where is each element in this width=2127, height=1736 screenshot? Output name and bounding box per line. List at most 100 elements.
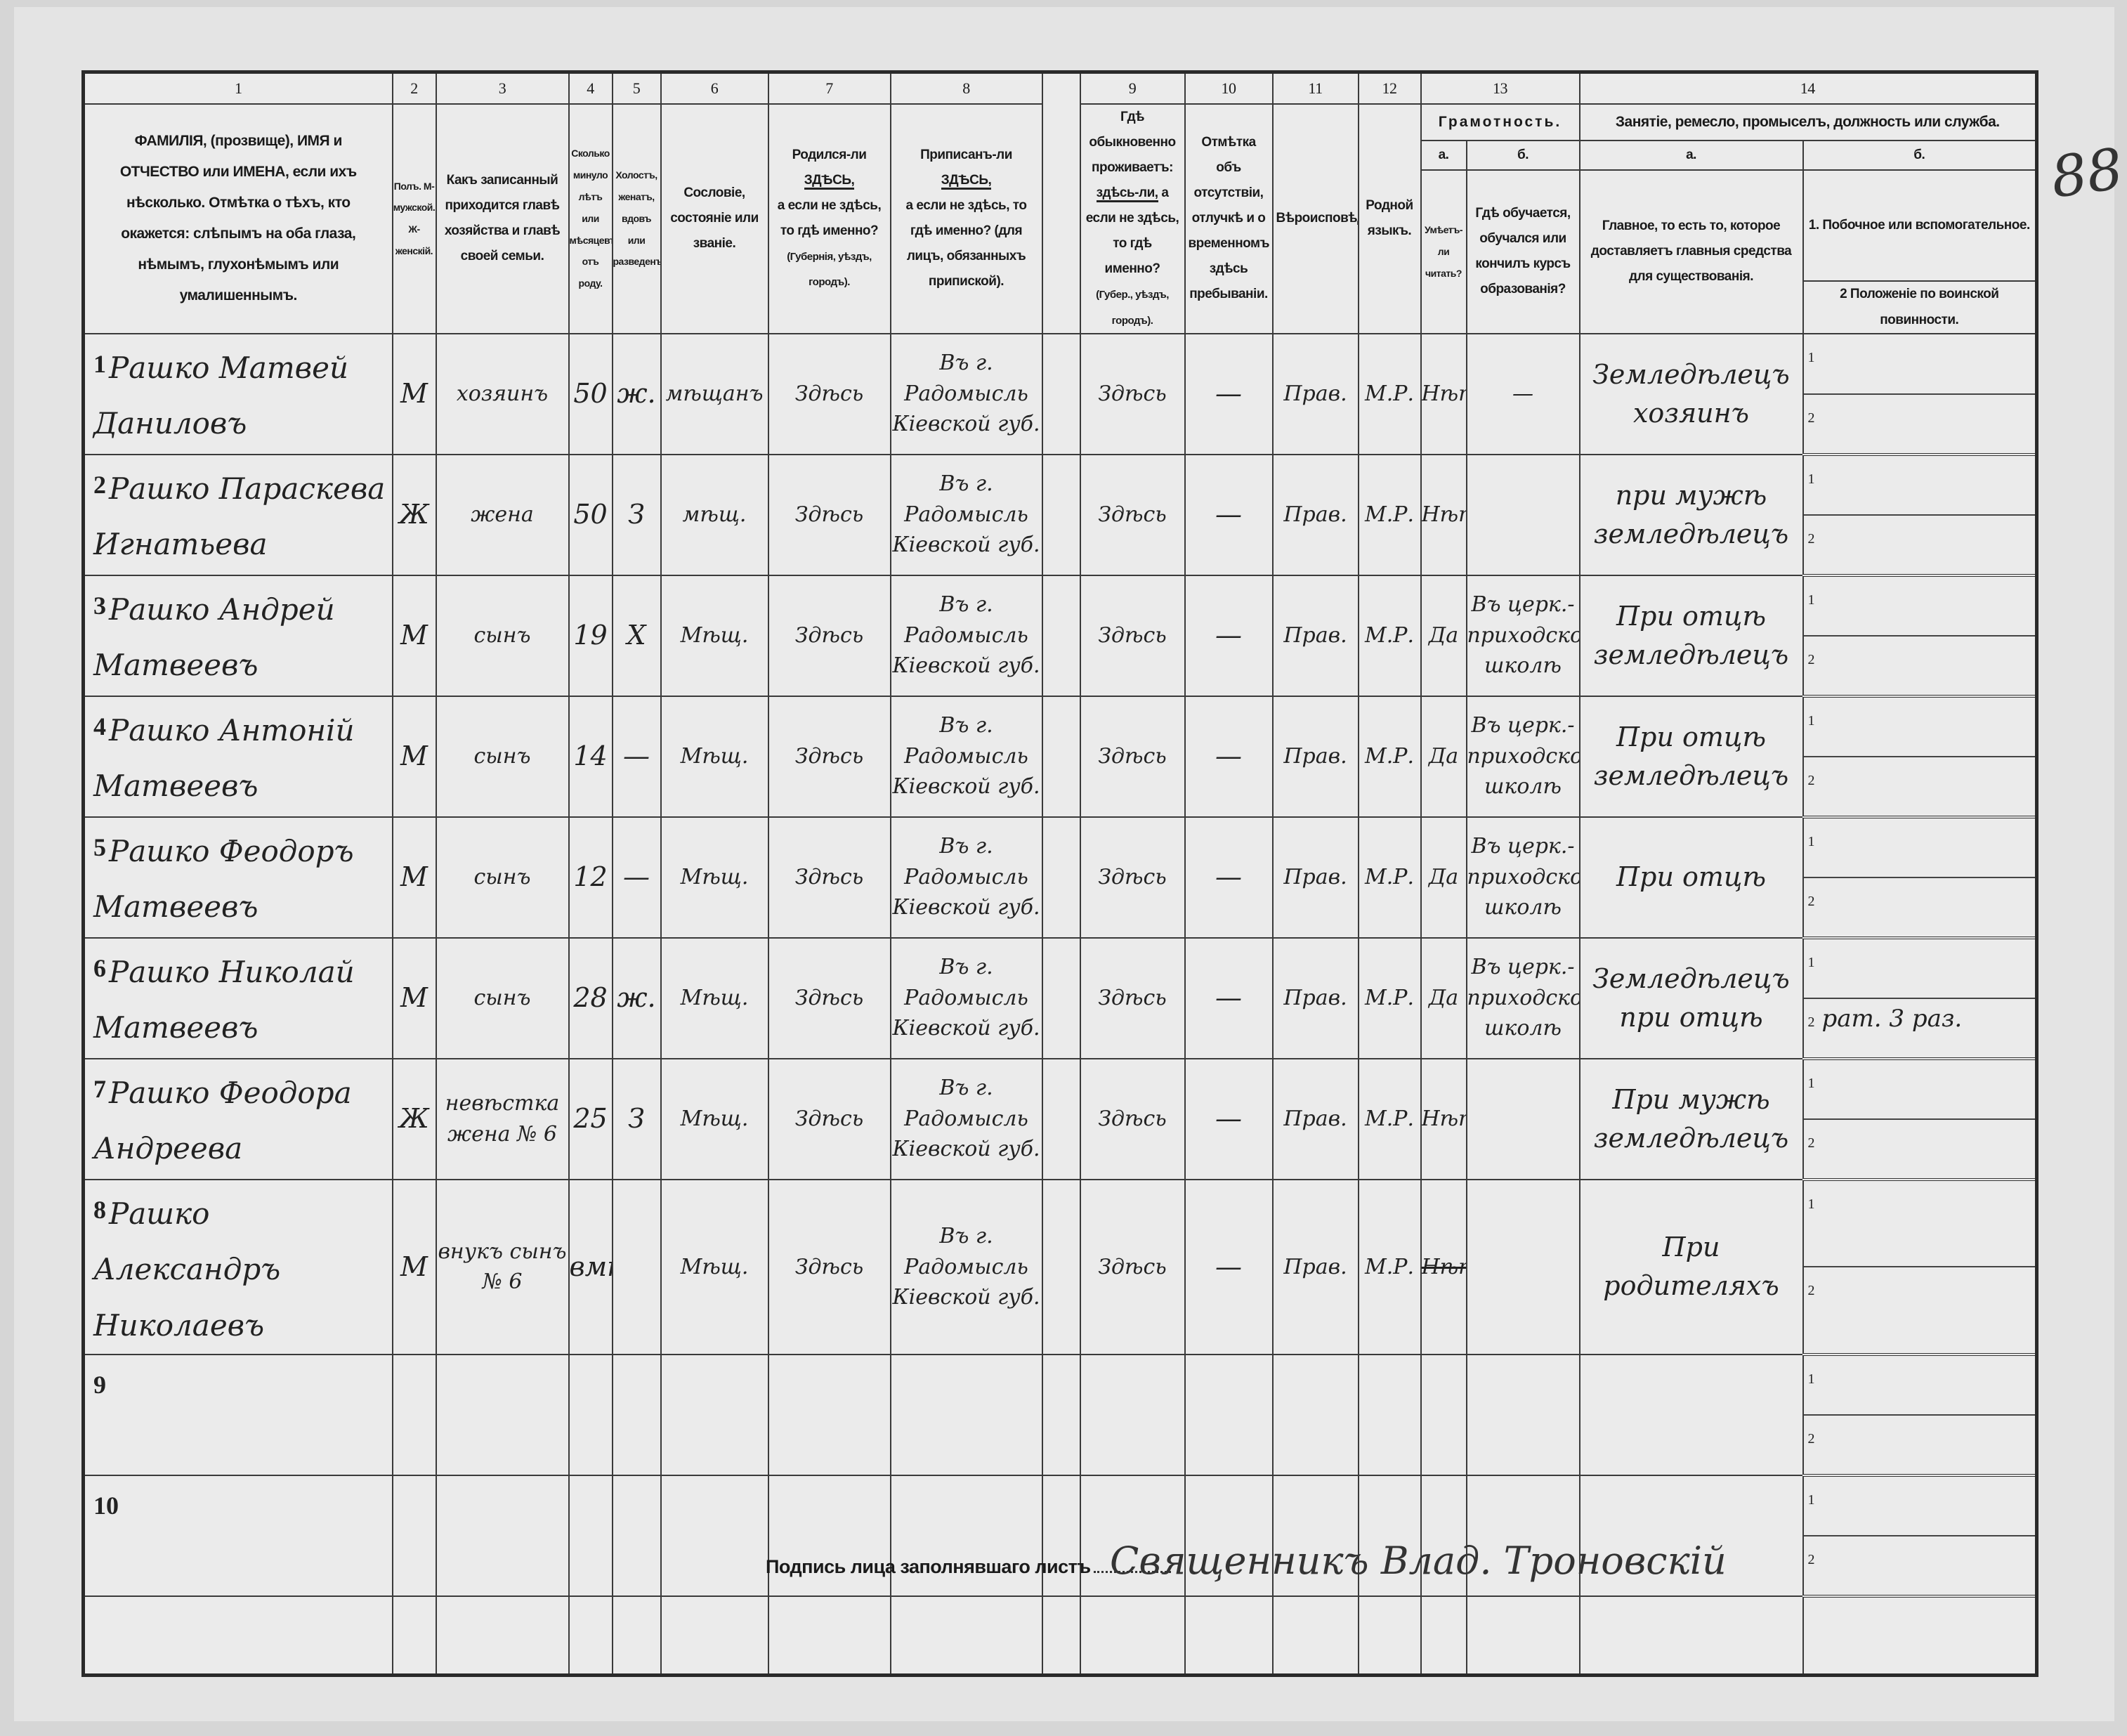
cell-born: Здѣсь (767, 574, 891, 697)
census-form-table: 1 2 3 4 5 6 7 8 9 10 11 12 13 14 ФАМИЛІЯ… (81, 70, 2038, 1677)
header-absence: Отмѣтка объ отсутствіи, отлучкѣ и о врем… (1184, 103, 1274, 334)
table-row-sub: 2 (84, 1266, 2038, 1357)
filler-row (82, 1595, 2038, 1676)
header-relation: Какъ записанный приходится главѣ хозяйст… (435, 103, 570, 334)
cell-estate: Мѣщ. (660, 695, 769, 818)
person-name: Рашко Феодоръ Матвеевъ (93, 833, 354, 925)
cell-age: 14 (568, 695, 613, 818)
cell-religion: Прав. (1271, 332, 1359, 455)
cell-relation: внукъ сынъ № 6 (435, 1178, 570, 1356)
blank-column (1041, 332, 1081, 455)
cell-side-occupation: 1 (1802, 453, 2038, 516)
military-value: рат. 3 раз. (1821, 1004, 1963, 1033)
cell-occupation: При отцѣ земледѣлецъ (1578, 574, 1804, 697)
col-number: 1 (82, 71, 393, 105)
cell-estate: Мѣщ. (660, 816, 769, 939)
cell-born: Здѣсь (767, 1057, 891, 1180)
cell-registered: Въ г. Радомысль Кіевской губ. (889, 936, 1043, 1059)
cell-military: 2 (1802, 393, 2038, 456)
cell-marital: — (611, 695, 662, 818)
blank-column (1041, 71, 1081, 334)
cell-can-read: Да (1420, 816, 1467, 939)
signature-label: Подпись лица заполнявшаго листъ (766, 1556, 1171, 1578)
blank-column (1041, 1475, 1081, 1598)
cell-language: М.Р. (1357, 816, 1422, 939)
cell-sex: М (391, 332, 437, 455)
header-literacy-a-label: а. (1420, 139, 1467, 171)
sub-label: 2 (1807, 1014, 1815, 1030)
cell-absence (1184, 1475, 1274, 1598)
cell-can-read: Нѣтъ (1420, 332, 1467, 455)
header-main-occupation: Главное, то есть то, которое доставляетъ… (1578, 169, 1804, 334)
sub-label: 1 (1807, 1075, 1815, 1091)
cell-school: Въ церк.-приходской школѣ (1465, 816, 1580, 939)
cell-born: Здѣсь (767, 453, 891, 576)
cell-relation: невѣстка жена № 6 (435, 1057, 570, 1180)
table-row: 10 1 (82, 1475, 2038, 1598)
cell-school (1465, 1475, 1580, 1598)
col-number: 7 (767, 71, 891, 105)
cell-sex: М (391, 936, 437, 1059)
person-name: Рашко Антоній Матвеевъ (93, 712, 355, 804)
cell-age: 25 (568, 1057, 613, 1180)
cell-estate: мѣщанъ (660, 332, 769, 455)
sub-label: 1 (1807, 1492, 1815, 1508)
sub-label: 1 (1807, 471, 1815, 487)
cell-registered (889, 1475, 1043, 1598)
cell-marital (611, 1178, 662, 1356)
cell-sex: М (391, 574, 437, 697)
row-number: 9 (93, 1371, 106, 1399)
cell-religion: Прав. (1271, 453, 1359, 576)
cell-residence: Здѣсь (1079, 1057, 1186, 1180)
header-registered: Приписанъ-ли ЗДѢСЬ, а если не здѣсь, то г… (889, 103, 1043, 334)
sub-label: 1 (1807, 1371, 1815, 1388)
empty-cell (435, 1595, 570, 1676)
cell-language (1357, 1475, 1422, 1598)
header-marital: Холостъ, женатъ, вдовъ или разведенъ. (611, 103, 662, 334)
col-number: 2 (391, 71, 437, 105)
cell-sex (391, 1475, 437, 1598)
table-row-sub: 2 (84, 755, 2038, 818)
cell-religion: Прав. (1271, 816, 1359, 939)
person-name: Рашко Александръ Николаевъ (93, 1196, 281, 1343)
cell-marital: ж. (611, 936, 662, 1059)
cell-can-read: Нѣтъ (1420, 1057, 1467, 1180)
cell-sex (391, 1354, 437, 1477)
cell-sex: Ж (391, 1057, 437, 1180)
blank-column (1041, 936, 1081, 1059)
cell-school: Въ церк.-приходской школѣ (1465, 936, 1580, 1059)
cell-occupation: При мужѣ земледѣлецъ (1578, 1057, 1804, 1180)
header-occupation: Занятіе, ремесло, промыселъ, должность и… (1578, 103, 2038, 141)
cell-name: 6Рашко Николай Матвеевъ (82, 936, 393, 1059)
cell-registered: Въ г. Радомысль Кіевской губ. (889, 1057, 1043, 1180)
cell-language (1357, 1354, 1422, 1477)
page-number: 88 (2047, 136, 2127, 211)
cell-side-occupation: 1 (1802, 816, 2038, 878)
cell-born (767, 1354, 891, 1477)
header-religion: Вѣроисповѣданіе. (1271, 103, 1359, 334)
cell-school (1465, 1354, 1580, 1477)
empty-cell (611, 1595, 662, 1676)
cell-relation: сынъ (435, 695, 570, 818)
cell-estate (660, 1354, 769, 1477)
blank-column (1041, 453, 1081, 576)
person-name: Рашко Матвей Даниловъ (93, 350, 349, 441)
header-sex: Полъ. М-мужской. Ж-женскій. (391, 103, 437, 334)
cell-school: — (1465, 332, 1580, 455)
cell-registered: Въ г. Радомысль Кіевской губ. (889, 695, 1043, 818)
cell-religion: Прав. (1271, 1057, 1359, 1180)
cell-name: 3Рашко Андрей Матвеевъ (82, 574, 393, 697)
cell-relation: сынъ (435, 816, 570, 939)
cell-residence: Здѣсь (1079, 816, 1186, 939)
empty-cell (660, 1595, 769, 1676)
cell-registered: Въ г. Радомысль Кіевской губ. (889, 574, 1043, 697)
cell-born: Здѣсь (767, 695, 891, 818)
cell-age: 50 (568, 332, 613, 455)
cell-absence: — (1184, 332, 1274, 455)
cell-born: Здѣсь (767, 936, 891, 1059)
cell-school (1465, 1057, 1580, 1180)
cell-relation: сынъ (435, 936, 570, 1059)
